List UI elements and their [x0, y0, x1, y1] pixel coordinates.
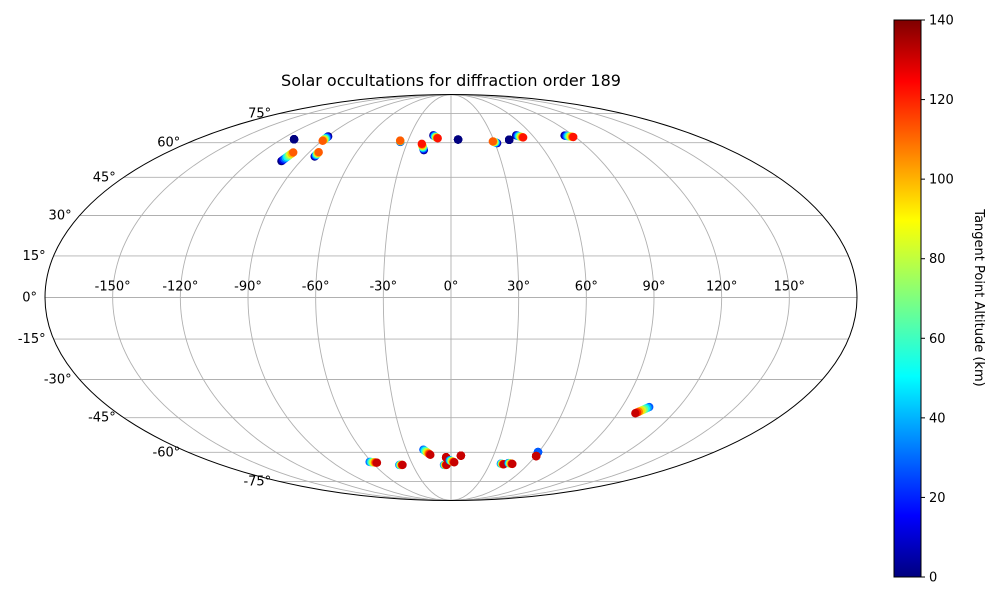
longitude-gridline — [450, 94, 790, 501]
lat-tick-label: 15° — [23, 249, 46, 264]
data-point — [417, 139, 427, 149]
colorbar-tick-label: 20 — [929, 491, 946, 506]
occultation-track — [488, 137, 502, 148]
lon-tick-label: 30° — [507, 280, 530, 295]
colorbar-ticks: 0 20 40 60 80 100 120 140 — [921, 14, 954, 586]
occultation-track — [289, 135, 299, 144]
chart-title: Solar occultations for diffraction order… — [281, 71, 621, 90]
occultation-track — [277, 148, 298, 166]
lon-tick-label: -60° — [302, 280, 330, 295]
data-point — [631, 409, 640, 418]
occultation-track — [505, 135, 514, 144]
lat-tick-label: -30° — [44, 373, 72, 388]
colorbar-tick-label: 100 — [929, 173, 954, 188]
data-point — [314, 147, 323, 157]
colorbar-tick-label: 60 — [929, 332, 946, 347]
lat-tick-label: -45° — [88, 411, 116, 426]
longitude-gridline — [382, 94, 452, 501]
data-point — [372, 458, 382, 467]
occultation-track — [310, 147, 323, 161]
longitude-gridline — [315, 94, 452, 501]
data-point — [505, 135, 514, 144]
data-point — [453, 135, 463, 144]
lat-tick-label: 30° — [49, 208, 72, 223]
data-point — [450, 458, 459, 467]
data-point — [398, 460, 407, 470]
data-point — [318, 136, 327, 146]
data-point — [395, 136, 405, 145]
lon-tick-label: 60° — [575, 280, 598, 295]
lon-tick-label: 0° — [444, 280, 459, 295]
lon-tick-label: 150° — [774, 280, 805, 295]
map-outline — [44, 94, 858, 501]
occultation-track — [419, 445, 435, 460]
data-point — [433, 134, 442, 143]
occultation-track — [533, 447, 543, 457]
occultation-track — [511, 131, 528, 142]
colorbar-label: Tangent Point Altitude (km) — [971, 208, 986, 386]
data-points — [277, 131, 654, 470]
data-point — [289, 135, 299, 144]
colorbar-tick-label: 80 — [929, 252, 946, 267]
occultation-track — [504, 458, 517, 469]
lon-tick-label: 120° — [706, 280, 737, 295]
occultation-track — [456, 451, 466, 460]
data-point — [426, 450, 435, 460]
lon-tick-label: 90° — [642, 280, 665, 295]
lat-tick-label: 0° — [22, 291, 37, 306]
lat-tick-label: -15° — [18, 332, 46, 347]
data-point — [488, 137, 498, 146]
occultation-track — [365, 457, 382, 467]
lat-tick-label: 60° — [157, 136, 180, 151]
lon-tick-label: -90° — [234, 280, 262, 295]
longitude-tick-labels: -150° -120° -90° -60° -30° 0° 30° 60° 90° 120° 150… — [95, 280, 805, 295]
data-point — [508, 459, 517, 469]
data-point — [456, 451, 466, 460]
lat-tick-label: -60° — [153, 445, 181, 460]
colorbar-tick-label: 0 — [929, 571, 937, 586]
lat-tick-label: -75° — [243, 474, 271, 489]
occultation-track — [318, 132, 333, 146]
colorbar — [893, 19, 922, 578]
colorbar-tick-label: 120 — [929, 93, 954, 108]
occultation-track — [631, 402, 654, 418]
longitude-gridline — [112, 94, 452, 501]
data-point — [569, 132, 578, 142]
occultation-track — [395, 460, 407, 470]
data-point — [531, 451, 541, 461]
occultation-track — [453, 135, 463, 144]
data-point — [289, 148, 298, 157]
lon-tick-label: -30° — [369, 280, 397, 295]
latitude-tick-labels: -75° -60° -45° -30° -15° 0° 15° 30° 45° 60° 75° — [18, 107, 271, 490]
map-grid — [45, 94, 857, 501]
occultation-track — [417, 139, 429, 155]
colorbar-tick-label: 40 — [929, 411, 946, 426]
longitude-gridline — [450, 94, 655, 501]
longitude-gridline — [179, 94, 452, 501]
data-point — [518, 133, 528, 142]
occultation-track — [395, 136, 405, 147]
colorbar-tick-label: 140 — [929, 14, 954, 29]
lon-tick-label: -150° — [95, 280, 131, 295]
occultation-track — [531, 451, 541, 461]
longitude-gridline — [450, 94, 723, 501]
occultation-track — [445, 456, 459, 467]
lon-tick-label: -120° — [162, 280, 198, 295]
lat-tick-label: 45° — [93, 170, 116, 185]
occultation-track — [429, 131, 442, 143]
occultation-track — [560, 131, 578, 142]
lat-tick-label: 75° — [248, 107, 271, 122]
